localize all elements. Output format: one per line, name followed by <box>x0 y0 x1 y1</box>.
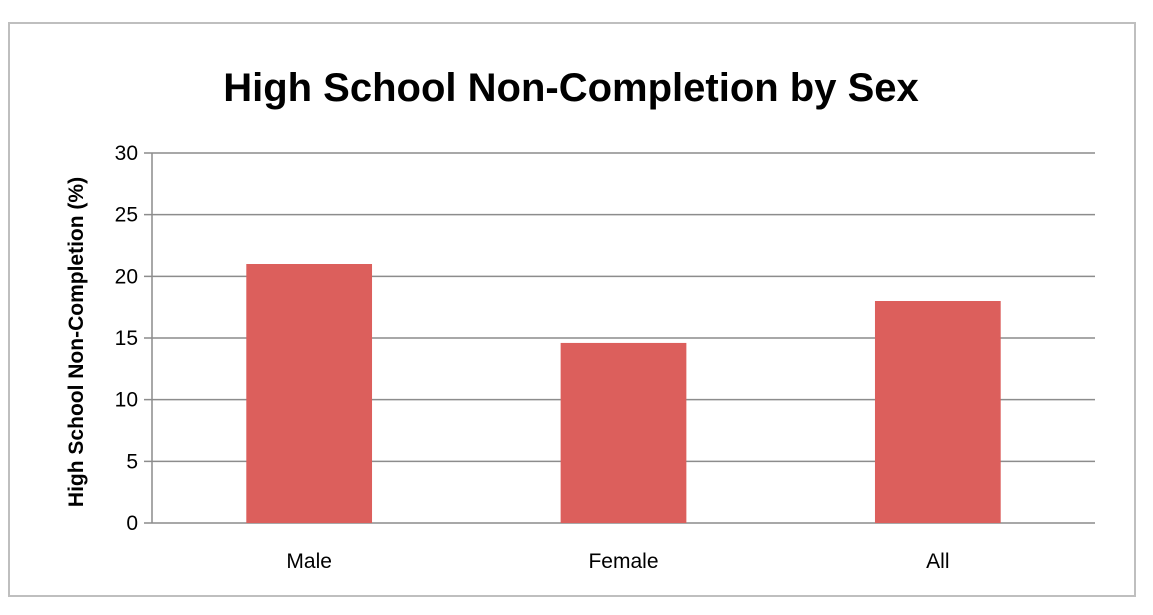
y-axis-label: High School Non-Completion (%) <box>65 177 88 507</box>
y-axis-ticks: 0 5 10 15 20 25 30 <box>115 142 138 535</box>
y-tick-label: 20 <box>115 265 138 288</box>
y-tick-label: 15 <box>115 327 138 350</box>
y-tick-label: 5 <box>126 450 138 473</box>
y-tick-label: 30 <box>115 142 138 165</box>
chart-title: High School Non-Completion by Sex <box>223 66 919 110</box>
bars <box>246 264 1001 523</box>
y-tick-label: 25 <box>115 204 138 227</box>
bar-male <box>246 264 373 523</box>
x-tick-label: Female <box>588 550 658 573</box>
x-tick-label: Male <box>286 550 332 573</box>
x-tick-label: All <box>926 550 949 573</box>
y-tick-label: 0 <box>126 512 138 535</box>
x-axis-ticks: Male Female All <box>286 550 949 573</box>
bar-all <box>874 301 1001 523</box>
bar-female <box>560 342 687 523</box>
y-tick-label: 10 <box>115 389 138 412</box>
